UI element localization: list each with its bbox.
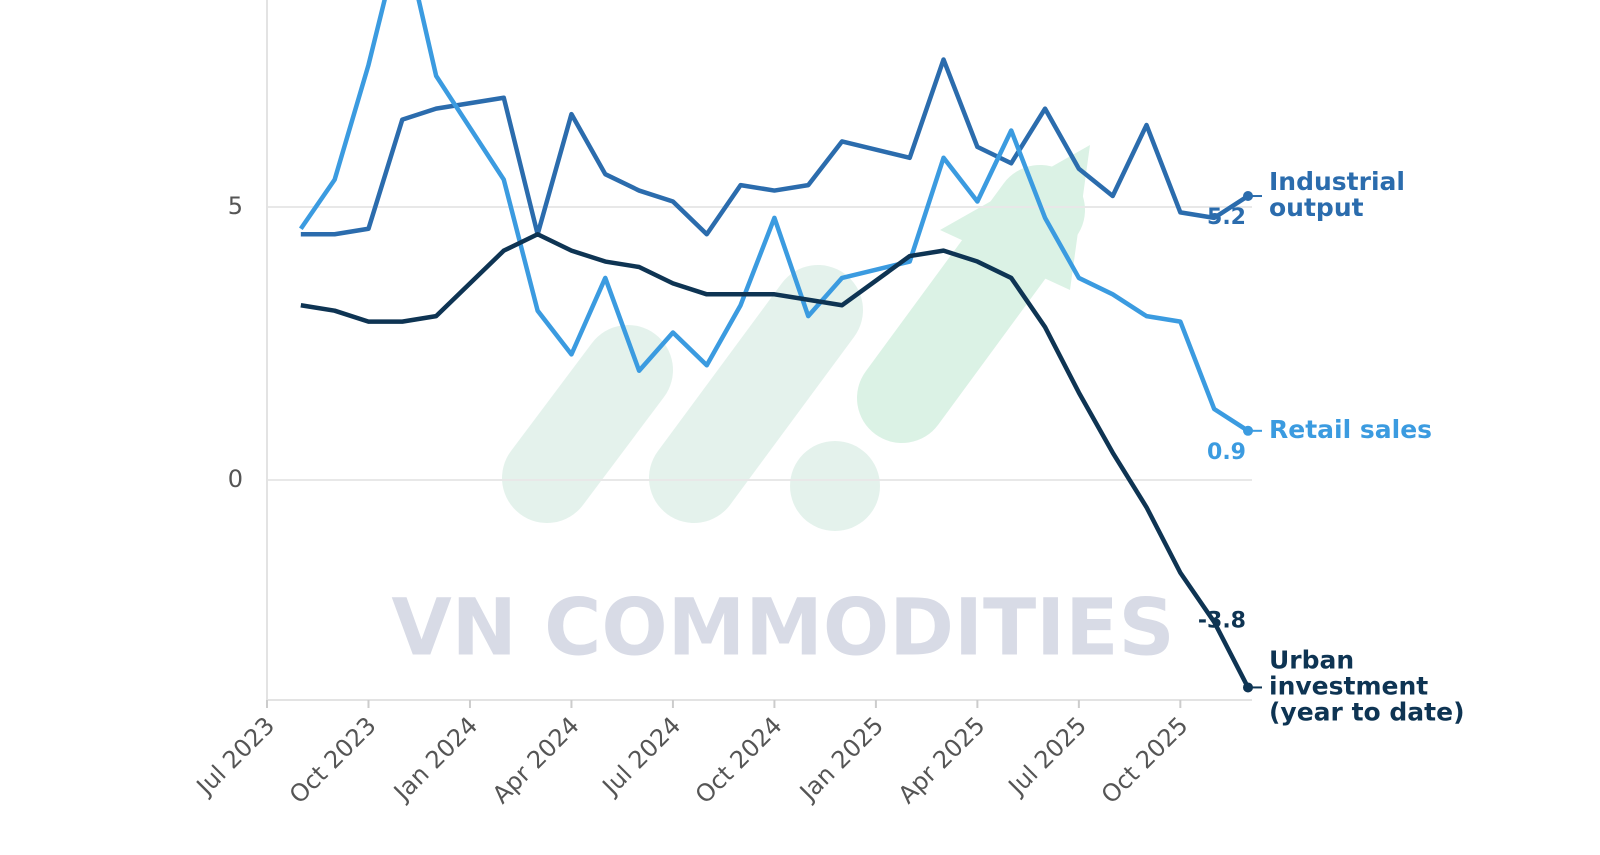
series-label: Urban investment (year to date) (1269, 645, 1465, 726)
y-tick-label: 5 (228, 192, 243, 220)
x-tick-label: Apr 2025 (893, 711, 991, 809)
x-tick-label: Jul 2025 (1002, 711, 1092, 801)
line-series (300, 231, 1250, 689)
x-tick-label: Jan 2024 (387, 711, 483, 807)
x-tick-label: Jan 2025 (793, 711, 889, 807)
end-point (1243, 682, 1253, 693)
series-label: Retail sales (1269, 415, 1432, 444)
x-tick-label: Apr 2024 (487, 711, 585, 809)
value-label: 5.2 (1207, 205, 1246, 230)
value-label: 0.9 (1207, 440, 1246, 465)
line-series (298, 0, 1250, 433)
line-series (300, 57, 1250, 237)
value-label: -3.8 (1198, 608, 1246, 633)
watermark-logo (502, 145, 1090, 531)
end-point (1243, 425, 1253, 436)
x-tick-label: Oct 2024 (690, 711, 788, 809)
y-tick-label: 0 (228, 465, 243, 493)
x-tick-label: Oct 2023 (284, 711, 382, 809)
end-point (1243, 191, 1253, 202)
x-tick-label: Jul 2023 (190, 711, 280, 801)
watermark: VN COMMODITIES (391, 583, 1174, 673)
series-label: Industrial output (1269, 167, 1405, 222)
x-tick-label: Jul 2024 (596, 711, 686, 801)
x-tick-label: Oct 2025 (1096, 711, 1194, 809)
